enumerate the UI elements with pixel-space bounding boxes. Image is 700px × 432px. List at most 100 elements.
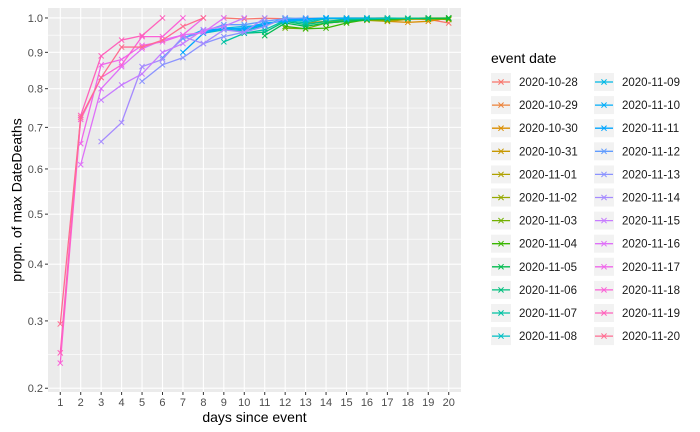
- legend-label: 2020-11-14: [622, 193, 681, 205]
- series-line: [141, 17, 286, 82]
- legend-item: 2020-11-02: [491, 188, 577, 207]
- series-2020-11-15: [98, 15, 248, 103]
- legend-label: 2020-10-30: [519, 123, 578, 135]
- data-point: [445, 15, 452, 21]
- data-point: [200, 40, 207, 47]
- legend-item: 2020-11-18: [594, 280, 680, 299]
- data-point: [179, 54, 186, 61]
- data-point: [261, 15, 268, 21]
- data-point: [159, 15, 166, 21]
- legend-label: 2020-11-13: [622, 169, 680, 181]
- x-tick-label: 11: [259, 397, 270, 409]
- y-tick-label: 0.6: [28, 164, 43, 176]
- series-2020-11-16: [77, 15, 227, 168]
- data-point: [77, 114, 84, 121]
- legend-item: 2020-11-09: [594, 73, 680, 91]
- data-point: [159, 56, 166, 63]
- data-point: [159, 61, 166, 68]
- legend-key-marker: [601, 310, 607, 316]
- legend-key-marker: [601, 125, 607, 132]
- x-tick-label: 16: [361, 397, 373, 409]
- series-2020-11-14: [98, 15, 268, 145]
- data-point: [179, 31, 186, 38]
- x-tick-label: 13: [299, 397, 311, 409]
- x-tick-label: 12: [279, 397, 291, 409]
- data-point: [118, 61, 125, 68]
- legend-label: 2020-11-05: [519, 262, 577, 274]
- legend-label: 2020-10-29: [519, 100, 578, 112]
- legend-key-marker: [498, 240, 504, 247]
- x-tick-label: 5: [139, 397, 145, 409]
- data-point: [57, 321, 64, 327]
- data-point: [98, 97, 105, 103]
- legend-item: 2020-11-20: [594, 327, 680, 346]
- data-point: [57, 360, 64, 367]
- data-point: [220, 23, 227, 30]
- data-point: [220, 33, 227, 40]
- data-point: [425, 15, 432, 21]
- legend-item: 2020-11-06: [491, 280, 577, 299]
- data-point: [200, 29, 207, 36]
- legend-key-marker: [601, 263, 607, 270]
- data-point: [384, 15, 391, 22]
- legend-item: 2020-11-05: [491, 257, 577, 276]
- y-tick-label: 0.2: [28, 383, 43, 395]
- data-point: [220, 38, 227, 45]
- data-point: [404, 15, 411, 22]
- legend-key-marker: [498, 148, 504, 155]
- legend-label: 2020-11-03: [519, 216, 577, 228]
- legend-label: 2020-11-09: [622, 77, 680, 89]
- data-point: [159, 37, 166, 44]
- legend-label: 2020-11-12: [622, 146, 680, 158]
- x-tick-label: 10: [238, 397, 250, 409]
- x-tick-label: 8: [200, 397, 206, 409]
- legend-item: 2020-11-10: [594, 96, 680, 115]
- data-point: [98, 52, 105, 59]
- data-point: [98, 85, 105, 92]
- legend-item: 2020-10-29: [491, 96, 578, 115]
- y-tick-label: 0.7: [28, 122, 43, 134]
- x-tick-label: 17: [381, 397, 393, 409]
- x-tick-label: 9: [221, 397, 227, 409]
- legend-item: 2020-11-17: [594, 257, 680, 276]
- data-point: [323, 25, 330, 32]
- legend-key-marker: [601, 240, 607, 247]
- legend-item: 2020-11-12: [594, 142, 680, 161]
- legend-label: 2020-11-16: [622, 239, 680, 251]
- y-axis-title: propn. of max DateDeaths: [9, 118, 25, 281]
- legend-key-marker: [498, 286, 504, 293]
- legend-title: event date: [491, 50, 557, 66]
- legend-item: 2020-11-16: [594, 234, 680, 253]
- data-point: [282, 15, 289, 21]
- data-point: [261, 23, 268, 30]
- legend-item: 2020-10-30: [491, 119, 578, 138]
- legend-key-marker: [498, 333, 504, 340]
- data-point: [118, 81, 125, 88]
- data-point: [118, 119, 125, 126]
- y-tick-label: 0.5: [28, 209, 43, 221]
- legend-label: 2020-11-06: [519, 285, 577, 297]
- y-tick-label: 0.9: [28, 47, 43, 59]
- data-point: [200, 15, 207, 21]
- y-tick-label: 1.0: [28, 13, 43, 25]
- data-point: [77, 161, 84, 168]
- axes: 0.20.30.40.50.60.70.80.91.01 2 3 4 5 6 7 8 9 10 11…: [28, 13, 455, 409]
- legend-label: 2020-11-08: [519, 331, 577, 343]
- legend-key-marker: [601, 79, 607, 85]
- legend-item: 2020-11-13: [594, 165, 680, 184]
- legend-label: 2020-11-19: [622, 308, 680, 320]
- legend-item: 2020-10-31: [491, 142, 578, 161]
- x-tick-label: 4: [119, 397, 125, 409]
- y-tick-label: 0.3: [28, 316, 43, 328]
- data-point: [139, 32, 146, 39]
- legend-item: 2020-11-01: [491, 165, 577, 184]
- legend-key-marker: [498, 263, 504, 270]
- legend-key-marker: [601, 286, 607, 293]
- data-point: [220, 15, 227, 21]
- x-tick-label: 7: [180, 397, 186, 409]
- legend-item: 2020-11-07: [491, 304, 577, 322]
- x-tick-label: 1: [57, 397, 63, 409]
- legend-item: 2020-11-15: [594, 211, 680, 230]
- legend-label: 2020-11-17: [622, 262, 680, 274]
- legend-item: 2020-11-14: [594, 188, 681, 207]
